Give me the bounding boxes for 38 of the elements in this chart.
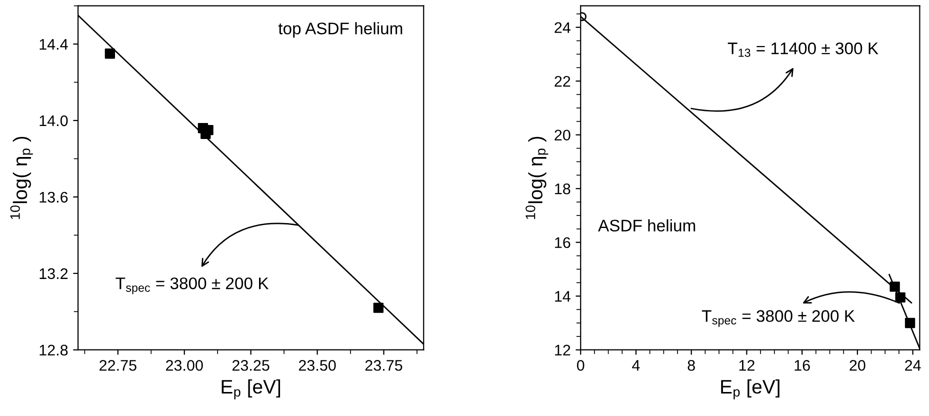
- x-tick-label: 23.50: [298, 360, 336, 371]
- x-tick-label: 16: [794, 360, 810, 371]
- y-tick-label: 14.4: [40, 39, 68, 50]
- annotation: T$_{13}$ = 11400 ± 300 K: [728, 42, 878, 57]
- annotation: top ASDF helium: [278, 22, 402, 38]
- annotation: T$_{spec}$ = 3800 ± 200 K: [702, 310, 855, 327]
- y-axis-title: $^{10}$log( η$_{p}$ ): [526, 136, 548, 220]
- y-tick-label: 20: [554, 130, 570, 141]
- x-tick-label: 20: [850, 360, 866, 371]
- x-tick-label: 8: [688, 360, 695, 371]
- y-tick-label: 14.0: [40, 115, 68, 126]
- point: [890, 282, 900, 292]
- y-axis-title: $^{10}$log( η$_{p}$ ): [10, 136, 33, 220]
- y-tick-label: 24: [554, 22, 570, 33]
- y-tick-label: 22: [554, 76, 570, 87]
- point: [373, 302, 384, 313]
- y-tick-label: 13.6: [40, 192, 68, 203]
- y-tick-label: 16: [555, 237, 570, 248]
- x-tick-label: 23.75: [365, 360, 402, 371]
- x-tick-label: 0: [576, 360, 584, 371]
- point: [895, 292, 906, 303]
- y-tick-label: 13.2: [40, 268, 68, 280]
- x-tick-label: 24: [905, 360, 921, 371]
- y-tick-label: 18: [555, 183, 570, 194]
- point: [904, 318, 916, 328]
- y-tick-label: 12: [555, 344, 570, 356]
- point: [104, 48, 116, 59]
- x-axis-title: E$_{p}$ [eV]: [222, 379, 280, 400]
- x-tick-label: 4: [632, 360, 640, 371]
- annotation: T$_{spec}$ = 3800 ± 200 K: [116, 277, 269, 294]
- x-tick-label: 23.25: [232, 360, 270, 371]
- x-axis-title: E$_{p}$ [eV]: [721, 379, 780, 400]
- x-tick-label: 12: [739, 360, 754, 371]
- y-tick-label: 12.8: [40, 344, 68, 356]
- annotation: ASDF helium: [598, 219, 696, 232]
- x-tick-label: 22.75: [100, 360, 136, 371]
- y-tick-label: 14: [555, 291, 570, 302]
- x-tick-label: 23.00: [166, 360, 203, 371]
